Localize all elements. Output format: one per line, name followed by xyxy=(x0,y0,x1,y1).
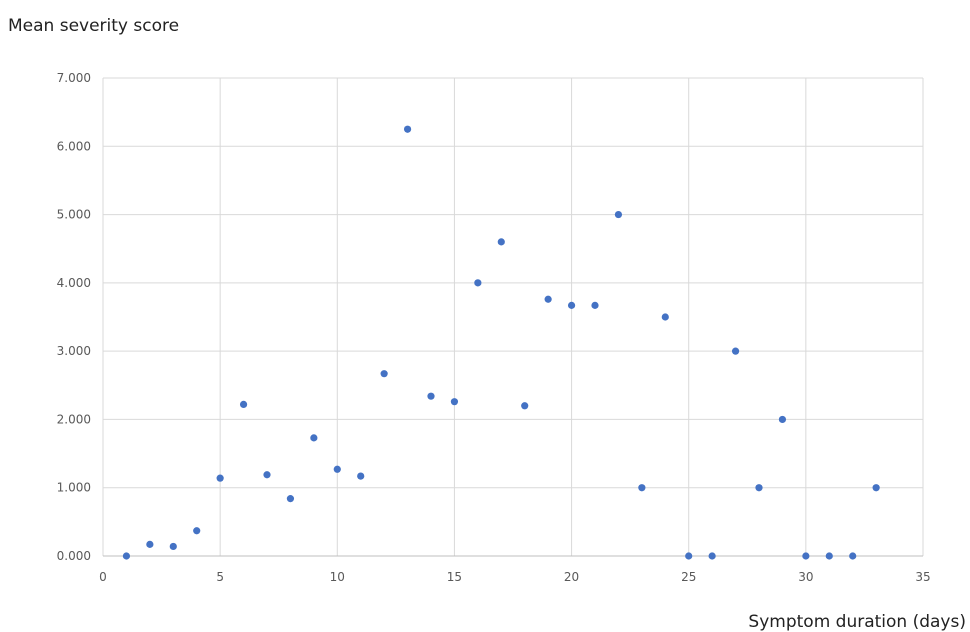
data-point xyxy=(474,279,482,287)
data-point xyxy=(169,542,177,551)
data-point xyxy=(333,465,341,473)
data-point xyxy=(755,484,763,492)
data-point xyxy=(567,301,576,309)
data-point xyxy=(122,552,131,560)
x-axis-title: Symptom duration (days) xyxy=(748,612,966,632)
y-tick-label: 5.000 xyxy=(57,208,91,222)
data-point xyxy=(778,415,787,424)
data-point xyxy=(239,400,248,409)
data-point xyxy=(427,392,435,400)
data-point xyxy=(849,552,857,560)
x-tick-label: 35 xyxy=(915,570,930,584)
data-point xyxy=(380,370,388,378)
data-point xyxy=(614,210,623,219)
data-point xyxy=(403,125,412,133)
data-point xyxy=(708,552,716,560)
x-tick-label: 0 xyxy=(99,570,107,584)
x-tick-label: 5 xyxy=(216,570,224,584)
data-point xyxy=(357,472,365,480)
data-point xyxy=(521,402,529,410)
data-point xyxy=(731,347,740,355)
y-tick-label: 0.000 xyxy=(57,549,91,563)
x-tick-label: 15 xyxy=(447,570,462,584)
data-point xyxy=(872,484,880,492)
grid-layer xyxy=(102,77,924,556)
data-point xyxy=(638,484,646,492)
data-point xyxy=(685,552,693,560)
x-tick-label: 10 xyxy=(330,570,345,584)
data-point xyxy=(591,301,599,309)
data-point xyxy=(310,434,318,442)
y-tick-label: 1.000 xyxy=(57,481,91,495)
data-point xyxy=(802,552,810,560)
y-tick-label: 3.000 xyxy=(57,344,91,358)
data-point xyxy=(661,313,669,321)
y-tick-label: 2.000 xyxy=(57,412,91,426)
x-tick-label: 25 xyxy=(681,570,696,584)
data-point xyxy=(825,552,833,560)
data-point xyxy=(497,238,505,246)
data-point xyxy=(263,471,271,479)
data-point xyxy=(450,398,459,406)
x-tick-label: 30 xyxy=(798,570,813,584)
data-point xyxy=(286,495,295,503)
y-axis-title: Mean severity score xyxy=(8,16,180,36)
data-point xyxy=(193,527,201,535)
y-tick-label: 7.000 xyxy=(57,71,91,85)
y-tick-label: 4.000 xyxy=(57,276,91,290)
data-points xyxy=(122,125,880,560)
data-point xyxy=(216,474,224,482)
data-point xyxy=(146,540,154,548)
y-tick-label: 6.000 xyxy=(57,139,91,153)
x-tick-label: 20 xyxy=(564,570,579,584)
data-point xyxy=(544,295,552,303)
tick-labels: 0.000 1.000 2.000 3.000 4.000 5.000 6.000 7.000… xyxy=(57,71,931,584)
